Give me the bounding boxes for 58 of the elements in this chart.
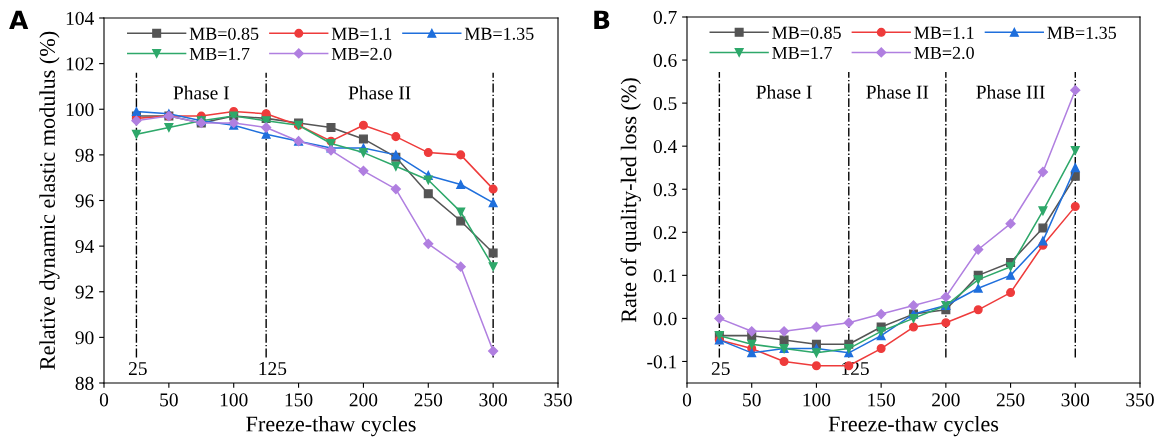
x-tick-label: 0 [682,393,692,407]
annotation: Phase II [348,85,411,100]
legend-label: MB=0.85 [772,26,841,39]
y-tick-label: 0.1 [653,269,677,283]
x-tick-label: 250 [414,393,443,407]
y-tick-label: 0.7 [653,10,677,25]
text: A [9,10,29,29]
x-tick-label: 50 [160,393,178,407]
annotation: Phase II [866,85,929,99]
text: B [594,10,610,29]
x-tick-label: 300 [1061,393,1090,407]
x-tick-label: 0 [99,393,109,407]
x-tick-label: 100 [803,393,831,407]
y-axis-title: Rate of quality-led loss (%) [620,78,641,323]
y-tick-label: 0.2 [653,226,677,240]
x-tick-label: 200 [349,393,378,407]
x-tick-label: 100 [220,393,248,407]
y-tick-label: 96 [75,194,94,208]
y-tick-label: 0.3 [653,183,677,197]
legend-label: MB=1.7 [189,47,250,61]
x-tick-label: 150 [285,393,313,407]
annotation: Phase I [173,85,229,100]
y-tick-label: 92 [75,285,94,299]
y-tick-label: 98 [75,148,94,162]
x-axis-title: Freeze-thaw cycles [246,415,416,437]
y-tick-label: 0.5 [653,96,677,111]
y-tick-label: 94 [75,240,94,254]
ref-line-label: 25 [128,362,147,376]
x-tick-label: 200 [932,393,960,407]
ref-line-label: 25 [711,361,730,376]
legend-label: MB=2.0 [914,46,974,60]
legend-label: MB=1.1 [331,27,392,40]
y-tick-label: 0.4 [653,139,677,154]
legend-label: MB=1.7 [772,46,832,60]
legend-label: MB=1.35 [1047,26,1117,39]
y-tick-label: 100 [66,103,94,117]
y-tick-label: 102 [66,57,94,71]
legend-label: MB=0.85 [189,27,259,40]
y-tick-label: 0.0 [653,312,677,326]
x-tick-label: 300 [479,393,507,407]
y-axis-title: Relative dynamic elastic modulus (%) [39,31,60,370]
y-tick-label: 88 [75,376,94,390]
x-axis-title: Freeze-thaw cycles [828,415,999,437]
y-tick-label: 90 [75,331,94,345]
y-tick-label: 0.6 [653,53,677,68]
y-tick-label: 104 [66,11,94,25]
annotation: Phase I [756,85,812,99]
x-tick-label: 350 [1126,393,1154,407]
annotation: Phase III [976,85,1045,99]
x-tick-label: 250 [996,393,1025,407]
legend-label: MB=2.0 [331,47,392,61]
legend-label: MB=1.35 [464,27,534,40]
x-tick-label: 50 [743,393,761,407]
ref-line-label: 125 [259,362,287,376]
x-tick-label: 350 [544,393,572,407]
legend-label: MB=1.1 [914,26,974,39]
x-tick-label: 150 [868,393,895,407]
y-tick-label: -0.1 [647,355,677,369]
